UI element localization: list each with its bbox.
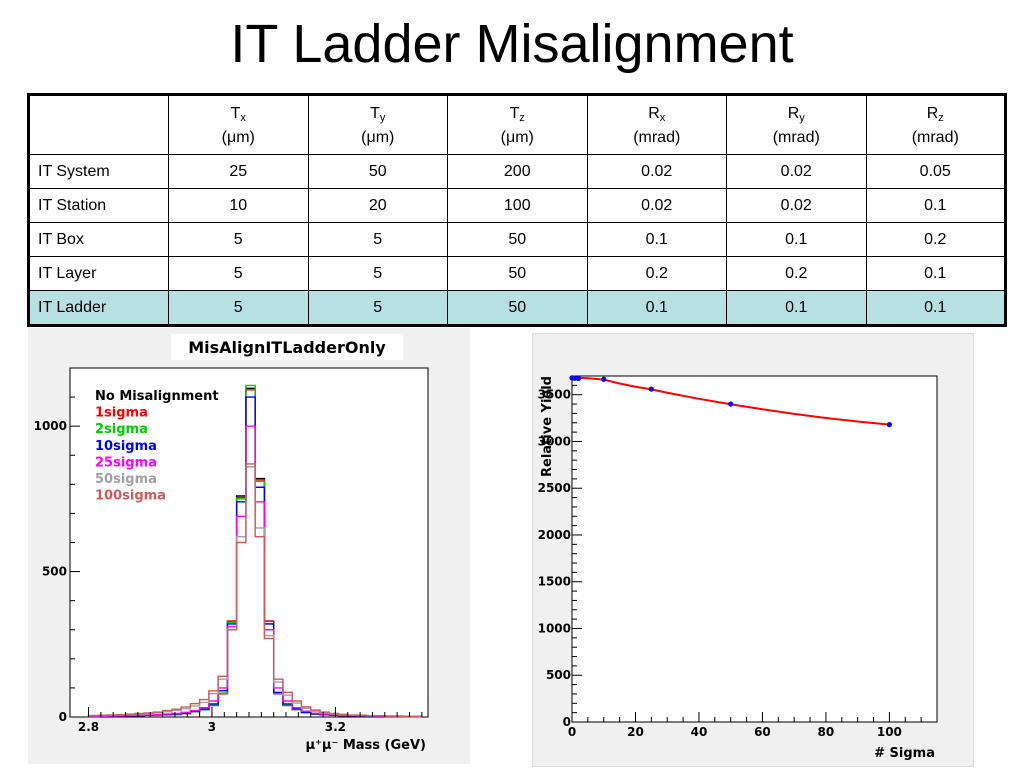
- table-cell: 0.02: [726, 188, 867, 223]
- legend-entry: 1sigma: [95, 406, 148, 421]
- y-tick-label: 1500: [538, 575, 571, 589]
- table-cell: 25: [168, 154, 309, 189]
- data-point: [575, 375, 581, 382]
- table-cell: 0.1: [865, 290, 1006, 326]
- header-tx: Tx (μm): [168, 94, 309, 155]
- header-rz: Rz (mrad): [865, 94, 1006, 155]
- x-axis-label: μ⁺μ⁻ Mass (GeV): [305, 738, 426, 753]
- legend-entry: 10sigma: [95, 439, 157, 454]
- legend-entry: No Misalignment: [95, 389, 219, 404]
- plot-frame: [571, 375, 938, 723]
- table-cell: 0.2: [865, 222, 1006, 257]
- mass-histogram-panel: MisAlignITLadderOnly 0 500 1000 2.8 3 3.2 μ⁺μ⁻ …: [28, 328, 470, 764]
- fit-curve: [571, 376, 890, 426]
- x-tick-label: 3.2: [325, 720, 346, 734]
- table-cell: 5: [168, 290, 309, 326]
- table-cell: 0.1: [726, 222, 867, 257]
- slide-title: IT Ladder Misalignment: [230, 14, 794, 74]
- header-ty: Ty (μm): [307, 94, 448, 155]
- x-tick-label: 60: [754, 725, 771, 739]
- y-tick-label: 3500: [538, 388, 571, 402]
- chart-title: MisAlignITLadderOnly: [188, 338, 386, 357]
- row-label: IT System: [28, 154, 169, 189]
- x-tick-label: 0: [568, 725, 576, 739]
- table-cell: 5: [168, 222, 309, 257]
- data-point: [648, 386, 654, 392]
- x-tick-label: 100: [877, 725, 902, 739]
- misalignment-table: Tx (μm) Ty (μm) Tz (μm) Rx (mrad) Ry (mrad) R…: [27, 93, 1007, 327]
- table-cell: 0.1: [586, 222, 727, 257]
- data-point: [601, 376, 607, 382]
- table-cell: 0.02: [586, 154, 727, 189]
- table-cell: 0.02: [726, 154, 867, 189]
- header-rx: Rx (mrad): [586, 94, 727, 155]
- table-row: IT Station 10 20 100 0.02 0.02 0.1: [28, 188, 1006, 223]
- header-ry: Ry (mrad): [726, 94, 867, 155]
- y-tick-label: 2500: [538, 481, 571, 495]
- table-cell: 5: [307, 256, 448, 291]
- table-row: IT Layer 5 5 50 0.2 0.2 0.1: [28, 256, 1006, 291]
- data-point: [728, 401, 734, 407]
- row-label: IT Layer: [28, 256, 169, 291]
- x-axis-label: # Sigma: [874, 746, 935, 761]
- table-cell: 50: [447, 256, 588, 291]
- table-cell: 0.2: [726, 256, 867, 291]
- table-cell: 100: [447, 188, 588, 223]
- y-tick-label: 500: [546, 668, 571, 682]
- header-tz: Tz (μm): [447, 94, 588, 155]
- table-row: IT System 25 50 200 0.02 0.02 0.05: [28, 154, 1006, 189]
- table-cell: 5: [168, 256, 309, 291]
- table-cell: 0.05: [865, 154, 1006, 189]
- table-cell: 50: [307, 154, 448, 189]
- mass-histogram-chart: MisAlignITLadderOnly 0 500 1000 2.8 3 3.2 μ⁺μ⁻ …: [28, 328, 470, 764]
- y-tick-label: 1000: [538, 621, 571, 635]
- x-tick-label: 40: [691, 725, 708, 739]
- row-label: IT Ladder: [28, 290, 169, 326]
- table-cell: 50: [447, 290, 588, 326]
- row-label: IT Box: [28, 222, 169, 257]
- table-cell: 200: [447, 154, 588, 189]
- data-point: [886, 422, 892, 428]
- table-cell: 0.1: [865, 188, 1006, 223]
- table-header-row: Tx (μm) Ty (μm) Tz (μm) Rx (mrad) Ry (mrad) R…: [28, 94, 1006, 155]
- table-cell: 0.1: [586, 290, 727, 326]
- table-cell: 5: [307, 222, 448, 257]
- yield-plot-panel: 0 500 1000 1500 2000 2500 3000 3500 0 20 40 60 80 100…: [531, 332, 975, 768]
- table-body: IT System 25 50 200 0.02 0.02 0.05 IT Station 10…: [28, 154, 1006, 326]
- table-cell: 50: [447, 222, 588, 257]
- y-tick-label: 3000: [538, 434, 571, 448]
- table-cell: 10: [168, 188, 309, 223]
- y-tick-label: 0: [59, 710, 67, 724]
- x-tick-label: 20: [627, 725, 644, 739]
- x-tick-label: 3: [208, 720, 216, 734]
- header-corner: [28, 94, 169, 155]
- title-box: [171, 334, 403, 360]
- legend-entry: 25sigma: [95, 455, 157, 470]
- histogram-series-100sigma: [87, 463, 422, 718]
- table-cell: 0.1: [726, 290, 867, 326]
- relative-yield-chart: 0 500 1000 1500 2000 2500 3000 3500 0 20 40 60 80 100…: [531, 332, 975, 768]
- table-cell: 0.02: [586, 188, 727, 223]
- legend-entry: 100sigma: [95, 489, 166, 504]
- x-tick-label: 2.8: [78, 720, 99, 734]
- y-axis-label: Relative Yield: [540, 376, 555, 477]
- y-tick-label: 500: [42, 565, 67, 579]
- y-tick-label: 1000: [34, 419, 67, 433]
- legend-entry: 50sigma: [95, 472, 157, 487]
- table-row: IT Box 5 5 50 0.1 0.1 0.2: [28, 222, 1006, 257]
- x-tick-label: 80: [818, 725, 835, 739]
- table-cell: 5: [307, 290, 448, 326]
- row-label: IT Station: [28, 188, 169, 223]
- table-cell: 0.2: [586, 256, 727, 291]
- table-cell: 0.1: [865, 256, 1006, 291]
- y-tick-label: 2000: [538, 528, 571, 542]
- legend-entry: 2sigma: [95, 422, 148, 437]
- y-tick-label: 0: [563, 715, 571, 729]
- table-cell: 20: [307, 188, 448, 223]
- table-row: IT Ladder 5 5 50 0.1 0.1 0.1: [28, 290, 1006, 326]
